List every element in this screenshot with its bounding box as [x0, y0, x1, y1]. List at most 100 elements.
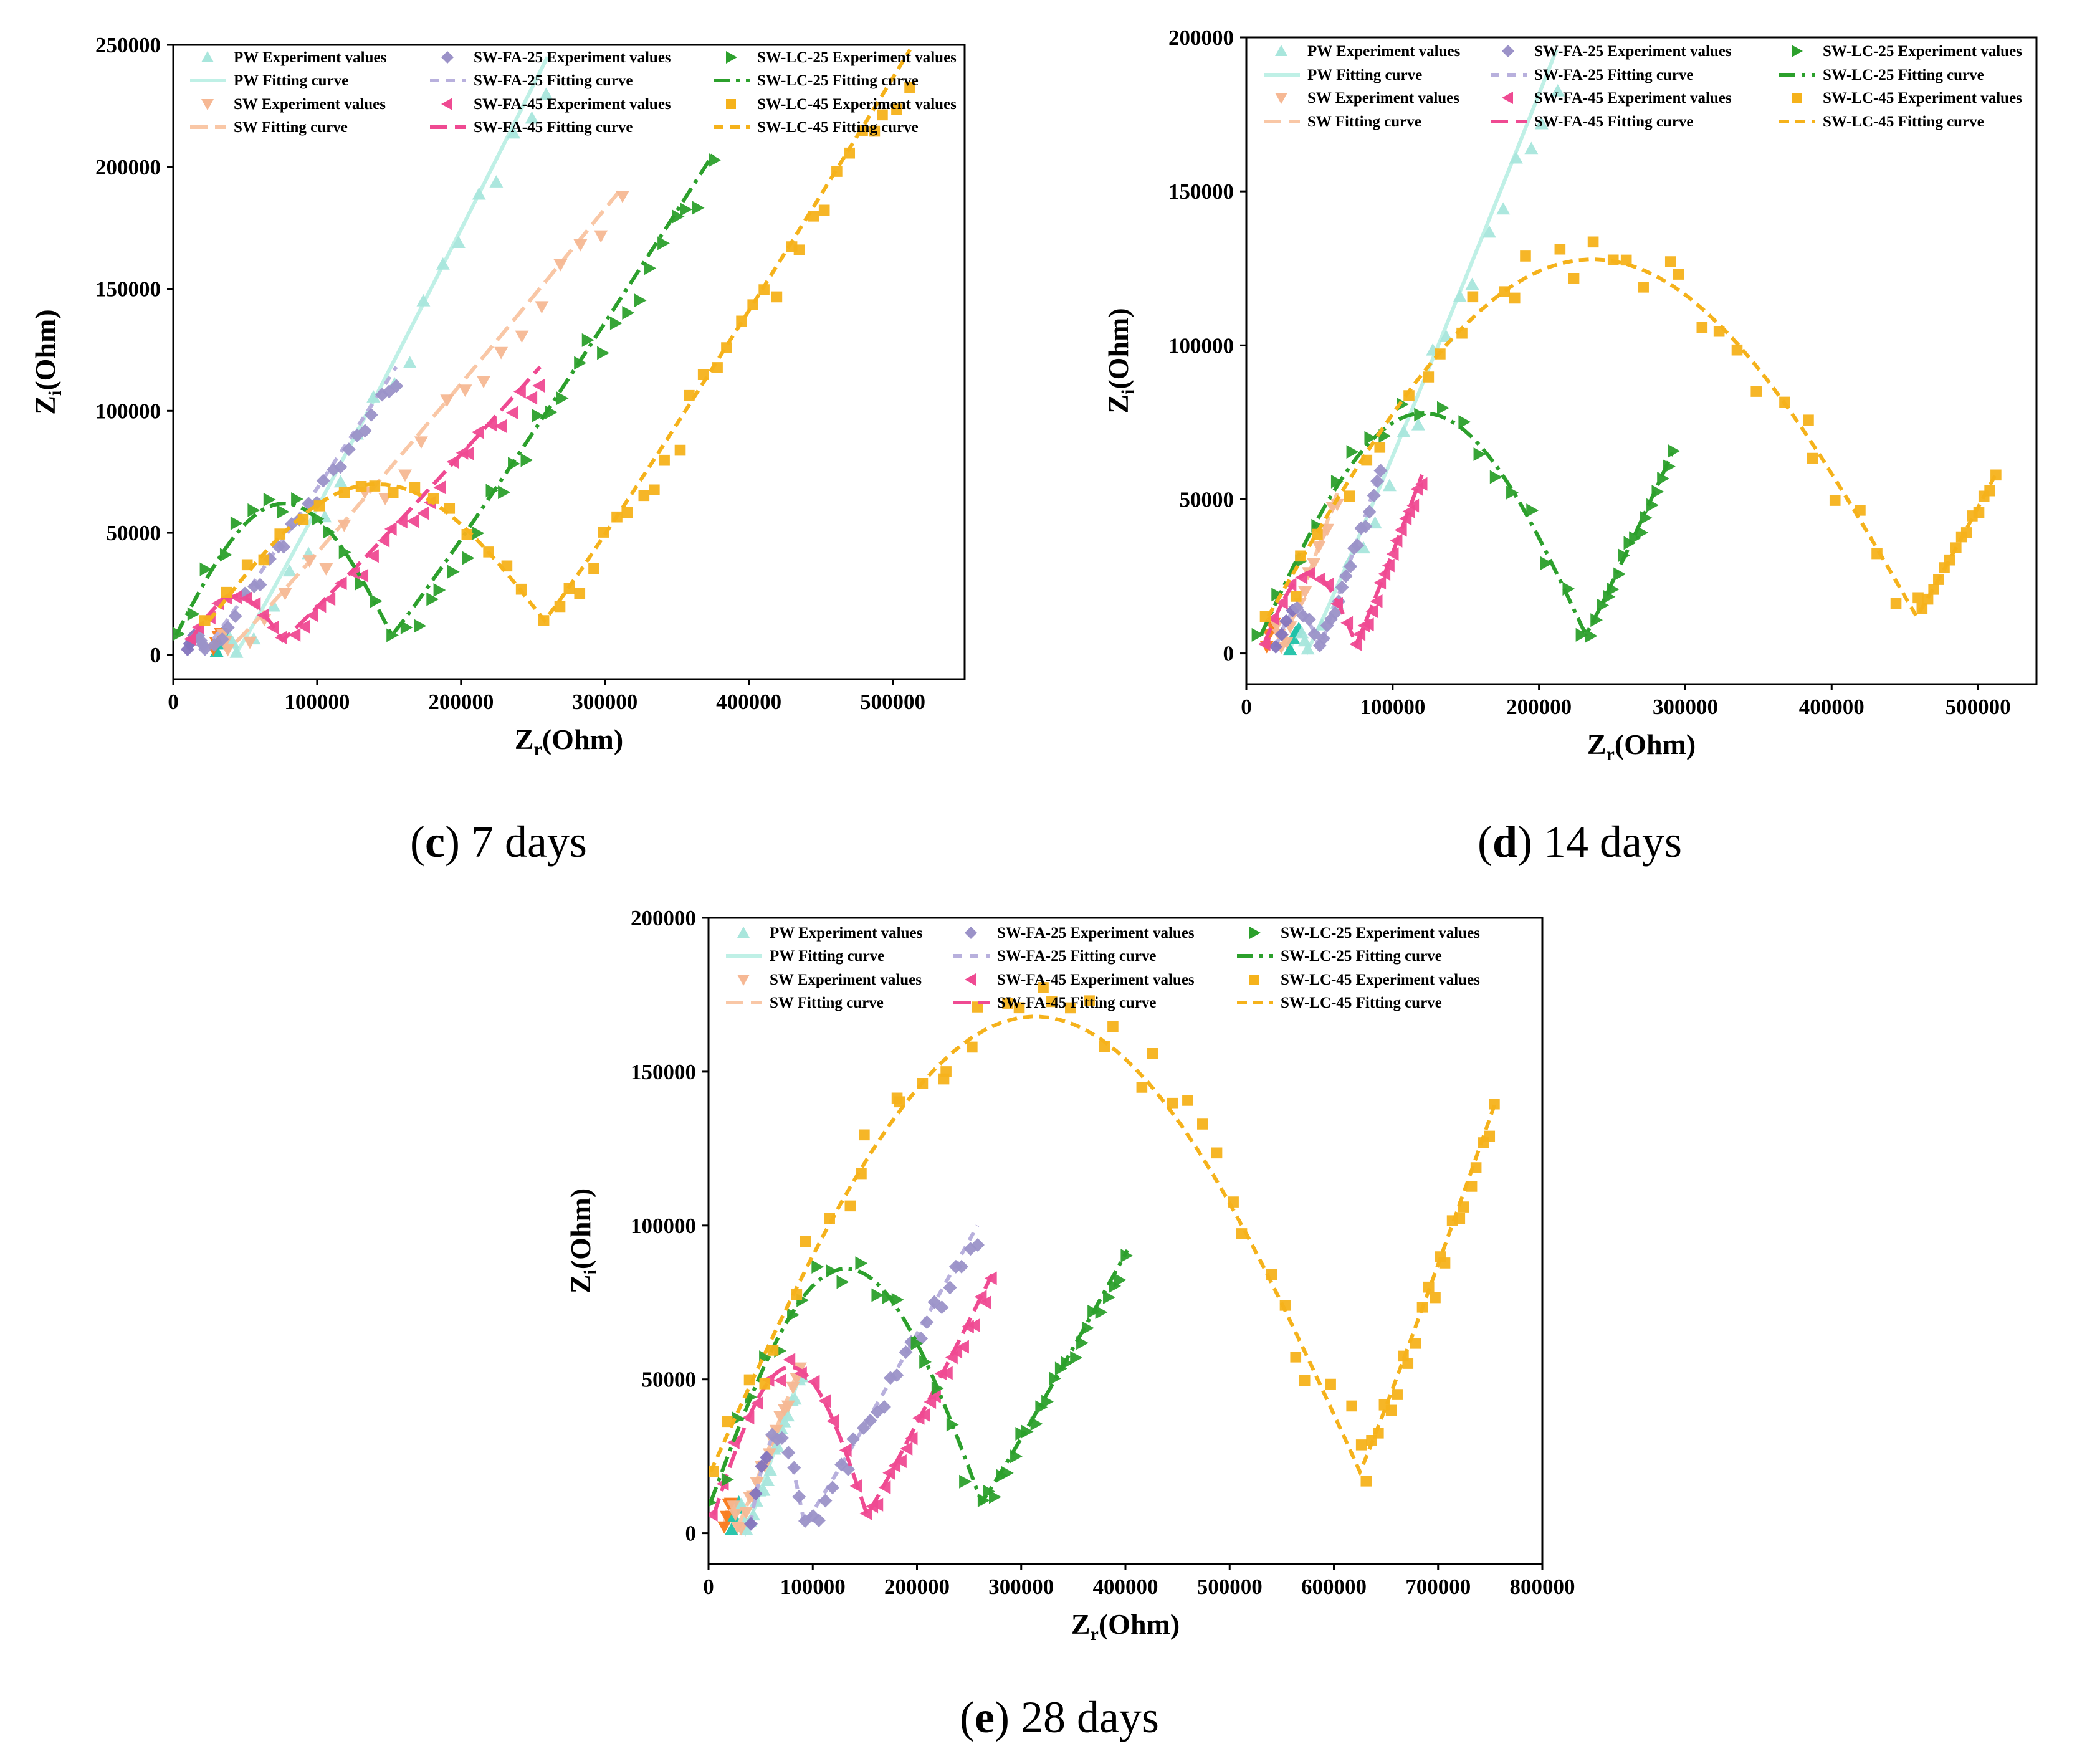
data-point-sw-fa-25	[1279, 614, 1293, 628]
data-point-pw	[539, 87, 553, 100]
data-point-sw-lc-25	[787, 1308, 800, 1322]
data-point-sw	[1312, 541, 1326, 554]
data-point-sw-lc-25	[447, 565, 460, 579]
y-tick-label: 200000	[95, 155, 161, 179]
data-point-sw-lc-25	[644, 261, 657, 275]
data-point-sw-lc-25	[199, 562, 212, 576]
legend-item: SW-FA-25 Experiment values	[441, 49, 671, 66]
y-tick-label: 200000	[631, 906, 696, 930]
data-point-sw-fa-25	[358, 424, 372, 438]
legend-label: PW Experiment values	[1307, 43, 1461, 60]
data-point-sw	[440, 394, 454, 408]
data-point-sw-fa-45	[266, 621, 279, 635]
y-axis-label-sub: i	[1118, 389, 1139, 394]
data-point-sw-lc-25	[692, 201, 705, 215]
data-point-pw	[1283, 642, 1297, 656]
y-tick-label: 150000	[631, 1060, 696, 1084]
data-point-sw-fa-25	[1373, 464, 1388, 478]
data-point-sw-lc-25	[855, 1256, 868, 1271]
data-point-pw	[1550, 83, 1565, 97]
data-point-sw-lc-25	[836, 1275, 849, 1289]
data-point-sw	[553, 259, 568, 272]
data-point-sw-lc-45	[1664, 256, 1676, 267]
legend-label: SW-FA-45 Fitting curve	[1534, 113, 1694, 130]
data-point-sw-fa-45	[929, 1390, 941, 1404]
data-point-sw-fa-25	[1328, 606, 1342, 621]
data-point-sw-lc-45	[1279, 1299, 1291, 1311]
data-point-sw-fa-45	[1399, 512, 1412, 526]
legend-label: SW-FA-45 Fitting curve	[474, 119, 633, 136]
data-point-sw-lc-25	[657, 236, 670, 250]
data-point-sw-fa-25	[899, 1345, 913, 1359]
data-point-sw-lc-25	[556, 391, 569, 406]
x-axis-label-main: Z	[515, 723, 534, 755]
data-point-sw-fa-25	[856, 1421, 871, 1435]
data-point-sw-lc-25	[1640, 511, 1653, 525]
data-point-sw-lc-25	[871, 1288, 884, 1302]
data-point-sw-lc-45	[588, 563, 599, 574]
data-point-sw-lc-25	[219, 548, 232, 562]
data-point-sw-lc-45	[743, 1374, 755, 1386]
data-point-sw-lc-45	[869, 125, 881, 137]
data-point-sw-fa-45	[1386, 547, 1399, 561]
data-point-sw-fa-45	[297, 619, 310, 634]
data-point-sw-fa-25	[920, 1315, 934, 1330]
legend-label: SW-FA-25 Experiment values	[997, 925, 1195, 942]
data-point-sw-lc-45	[1509, 292, 1521, 304]
x-tick-label: 200000	[1506, 695, 1572, 719]
legend-item: SW Fitting curve	[1264, 113, 1421, 130]
data-point-sw-lc-45	[1696, 322, 1708, 333]
data-point-sw-fa-45	[751, 1396, 763, 1410]
data-point-sw-lc-25	[622, 305, 635, 320]
data-point-sw	[221, 644, 235, 657]
legend-marker	[201, 99, 214, 110]
data-point-sw-lc-25	[1651, 485, 1664, 499]
data-point-sw-lc-25	[891, 1292, 904, 1307]
data-point-sw	[786, 1381, 800, 1395]
legend-marker	[726, 51, 737, 64]
legend-label: PW Fitting curve	[770, 948, 884, 965]
legend-item: SW-FA-45 Fitting curve	[430, 119, 633, 136]
data-point-sw-lc-45	[1912, 592, 1924, 604]
data-point-sw-fa-45	[395, 515, 408, 529]
data-point-sw-lc-45	[1046, 996, 1058, 1008]
data-point-sw-lc-45	[515, 583, 527, 595]
legend-item: SW Experiment values	[1275, 90, 1459, 107]
data-point-sw-lc-25	[826, 1264, 838, 1278]
data-point-sw-fa-25	[863, 1413, 877, 1428]
data-point-sw-lc-45	[1430, 1292, 1441, 1304]
data-point-sw-lc-45	[1803, 414, 1814, 426]
data-point-sw-lc-25	[1346, 445, 1359, 459]
data-point-pw	[1453, 289, 1467, 302]
data-point-sw-fa-25	[341, 442, 356, 457]
data-point-pw	[1482, 225, 1496, 238]
data-point-pw	[1496, 202, 1511, 215]
legend-label: SW-FA-25 Fitting curve	[474, 72, 633, 89]
legend-label: SW-FA-45 Fitting curve	[997, 994, 1157, 1011]
data-point-pw	[760, 1474, 775, 1487]
data-point-sw-fa-45	[513, 384, 526, 399]
legend-item: SW-LC-25 Experiment values	[1792, 43, 2022, 60]
data-point-sw-lc-45	[1928, 584, 1939, 595]
data-point-sw-lc-45	[1916, 603, 1928, 614]
data-point-sw-lc-25	[989, 1490, 1001, 1504]
plot-frame	[1245, 36, 2038, 685]
legend-item: SW-LC-25 Fitting curve	[714, 72, 919, 89]
x-axis-label-sub: r	[1091, 1624, 1099, 1644]
data-point-sw-lc-25	[1010, 1449, 1023, 1464]
x-tick-label: 400000	[1093, 1575, 1158, 1599]
data-point-sw-lc-45	[1299, 1375, 1311, 1386]
data-point-sw-lc-45	[800, 1236, 811, 1247]
data-point-sw-lc-25	[1618, 548, 1631, 563]
data-point-pw	[763, 1463, 778, 1476]
legend-item: SW-LC-45 Experiment values	[726, 96, 957, 113]
data-point-sw-lc-45	[241, 559, 253, 571]
legend-label: PW Experiment values	[770, 925, 923, 942]
data-point-sw-lc-25	[1668, 444, 1680, 458]
data-point-sw-lc-45	[409, 482, 421, 493]
data-point-sw-lc-45	[1620, 254, 1632, 266]
y-axis-label-main: Z	[1102, 394, 1134, 414]
data-point-sw-lc-45	[427, 493, 439, 504]
legend-item: SW-FA-45 Fitting curve	[953, 994, 1157, 1011]
data-point-sw-fa-45	[356, 568, 369, 583]
